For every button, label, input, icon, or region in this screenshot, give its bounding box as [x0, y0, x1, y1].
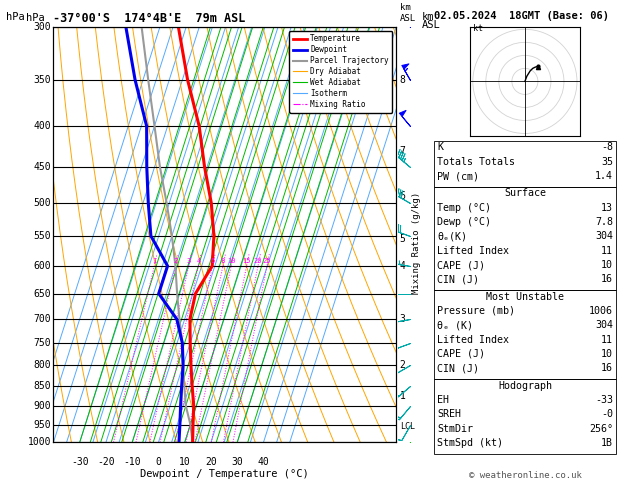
- Text: 2: 2: [399, 360, 406, 370]
- Text: 20: 20: [205, 457, 217, 467]
- Text: Temp (°C): Temp (°C): [437, 203, 491, 213]
- Text: 350: 350: [34, 75, 52, 85]
- Text: 10: 10: [601, 349, 613, 359]
- Text: CIN (J): CIN (J): [437, 274, 479, 284]
- Text: 3: 3: [399, 314, 406, 324]
- Text: EH: EH: [437, 395, 449, 405]
- Text: 0: 0: [155, 457, 162, 467]
- Text: 300: 300: [34, 22, 52, 32]
- Text: -10: -10: [123, 457, 141, 467]
- Text: Totals Totals: Totals Totals: [437, 156, 515, 167]
- Text: 10: 10: [601, 260, 613, 270]
- Text: K: K: [437, 142, 443, 153]
- Text: 1: 1: [152, 258, 157, 264]
- Text: LCL: LCL: [399, 422, 415, 431]
- Text: 16: 16: [601, 363, 613, 373]
- Text: 3: 3: [187, 258, 191, 264]
- Text: kt: kt: [473, 24, 483, 33]
- Text: Surface: Surface: [504, 189, 546, 198]
- Text: Most Unstable: Most Unstable: [486, 292, 564, 302]
- Text: CIN (J): CIN (J): [437, 363, 479, 373]
- Text: 35: 35: [601, 156, 613, 167]
- Text: 304: 304: [595, 320, 613, 330]
- Text: 900: 900: [34, 401, 52, 411]
- Text: 400: 400: [34, 121, 52, 131]
- Text: 500: 500: [34, 198, 52, 208]
- Text: 750: 750: [34, 338, 52, 348]
- Text: 8: 8: [399, 75, 406, 85]
- Text: 6: 6: [399, 191, 406, 201]
- Text: hPa: hPa: [26, 13, 45, 22]
- Text: 25: 25: [263, 258, 271, 264]
- Text: © weatheronline.co.uk: © weatheronline.co.uk: [469, 471, 582, 480]
- Text: PW (cm): PW (cm): [437, 171, 479, 181]
- Text: 1.4: 1.4: [595, 171, 613, 181]
- Text: 1006: 1006: [589, 306, 613, 316]
- Text: -30: -30: [71, 457, 89, 467]
- Text: 2: 2: [174, 258, 177, 264]
- Text: 450: 450: [34, 162, 52, 172]
- Text: hPa: hPa: [6, 12, 25, 22]
- Text: km: km: [421, 12, 434, 22]
- Text: 5: 5: [399, 234, 406, 244]
- Text: -37°00'S  174°4B'E  79m ASL: -37°00'S 174°4B'E 79m ASL: [53, 12, 246, 25]
- Text: Dewp (°C): Dewp (°C): [437, 217, 491, 227]
- Text: 10: 10: [227, 258, 235, 264]
- Text: -8: -8: [601, 142, 613, 153]
- Text: 6: 6: [210, 258, 214, 264]
- Text: Dewpoint / Temperature (°C): Dewpoint / Temperature (°C): [140, 469, 309, 479]
- Text: θₑ (K): θₑ (K): [437, 320, 473, 330]
- Text: Hodograph: Hodograph: [498, 381, 552, 391]
- Text: Lifted Index: Lifted Index: [437, 334, 509, 345]
- Text: 850: 850: [34, 381, 52, 391]
- Text: 4: 4: [399, 261, 406, 271]
- Text: 20: 20: [253, 258, 262, 264]
- Text: 10: 10: [179, 457, 191, 467]
- Text: 7: 7: [399, 146, 406, 156]
- Text: 11: 11: [601, 334, 613, 345]
- Text: 8: 8: [221, 258, 225, 264]
- Text: StmSpd (kt): StmSpd (kt): [437, 438, 503, 448]
- Text: SREH: SREH: [437, 409, 461, 419]
- Text: 30: 30: [231, 457, 243, 467]
- Text: -33: -33: [595, 395, 613, 405]
- Text: ASL: ASL: [421, 20, 440, 31]
- Text: -0: -0: [601, 409, 613, 419]
- Text: 16: 16: [601, 274, 613, 284]
- Text: 13: 13: [601, 203, 613, 213]
- Text: StmDir: StmDir: [437, 424, 473, 434]
- Text: 600: 600: [34, 261, 52, 271]
- Text: Mixing Ratio (g/kg): Mixing Ratio (g/kg): [412, 192, 421, 294]
- Text: 1B: 1B: [601, 438, 613, 448]
- Text: 15: 15: [242, 258, 251, 264]
- Text: km
ASL: km ASL: [399, 3, 416, 22]
- Text: CAPE (J): CAPE (J): [437, 260, 485, 270]
- Text: 304: 304: [595, 231, 613, 242]
- Text: 40: 40: [258, 457, 269, 467]
- Text: 256°: 256°: [589, 424, 613, 434]
- Text: CAPE (J): CAPE (J): [437, 349, 485, 359]
- Text: θₑ(K): θₑ(K): [437, 231, 467, 242]
- Text: 7.8: 7.8: [595, 217, 613, 227]
- Text: 800: 800: [34, 360, 52, 370]
- Text: 700: 700: [34, 314, 52, 324]
- Text: Lifted Index: Lifted Index: [437, 245, 509, 256]
- Legend: Temperature, Dewpoint, Parcel Trajectory, Dry Adiabat, Wet Adiabat, Isotherm, Mi: Temperature, Dewpoint, Parcel Trajectory…: [289, 31, 392, 113]
- Text: 11: 11: [601, 245, 613, 256]
- Text: 950: 950: [34, 419, 52, 430]
- Text: 1000: 1000: [28, 437, 52, 447]
- Text: 02.05.2024  18GMT (Base: 06): 02.05.2024 18GMT (Base: 06): [434, 11, 609, 21]
- Text: 1: 1: [399, 391, 406, 401]
- Text: 650: 650: [34, 289, 52, 298]
- Text: -20: -20: [97, 457, 114, 467]
- Text: 4: 4: [196, 258, 201, 264]
- Text: Pressure (mb): Pressure (mb): [437, 306, 515, 316]
- Text: 550: 550: [34, 231, 52, 241]
